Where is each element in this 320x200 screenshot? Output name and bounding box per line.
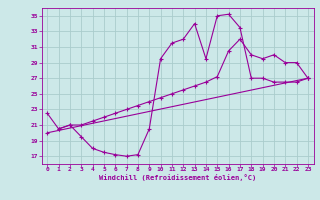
X-axis label: Windchill (Refroidissement éolien,°C): Windchill (Refroidissement éolien,°C) [99,174,256,181]
